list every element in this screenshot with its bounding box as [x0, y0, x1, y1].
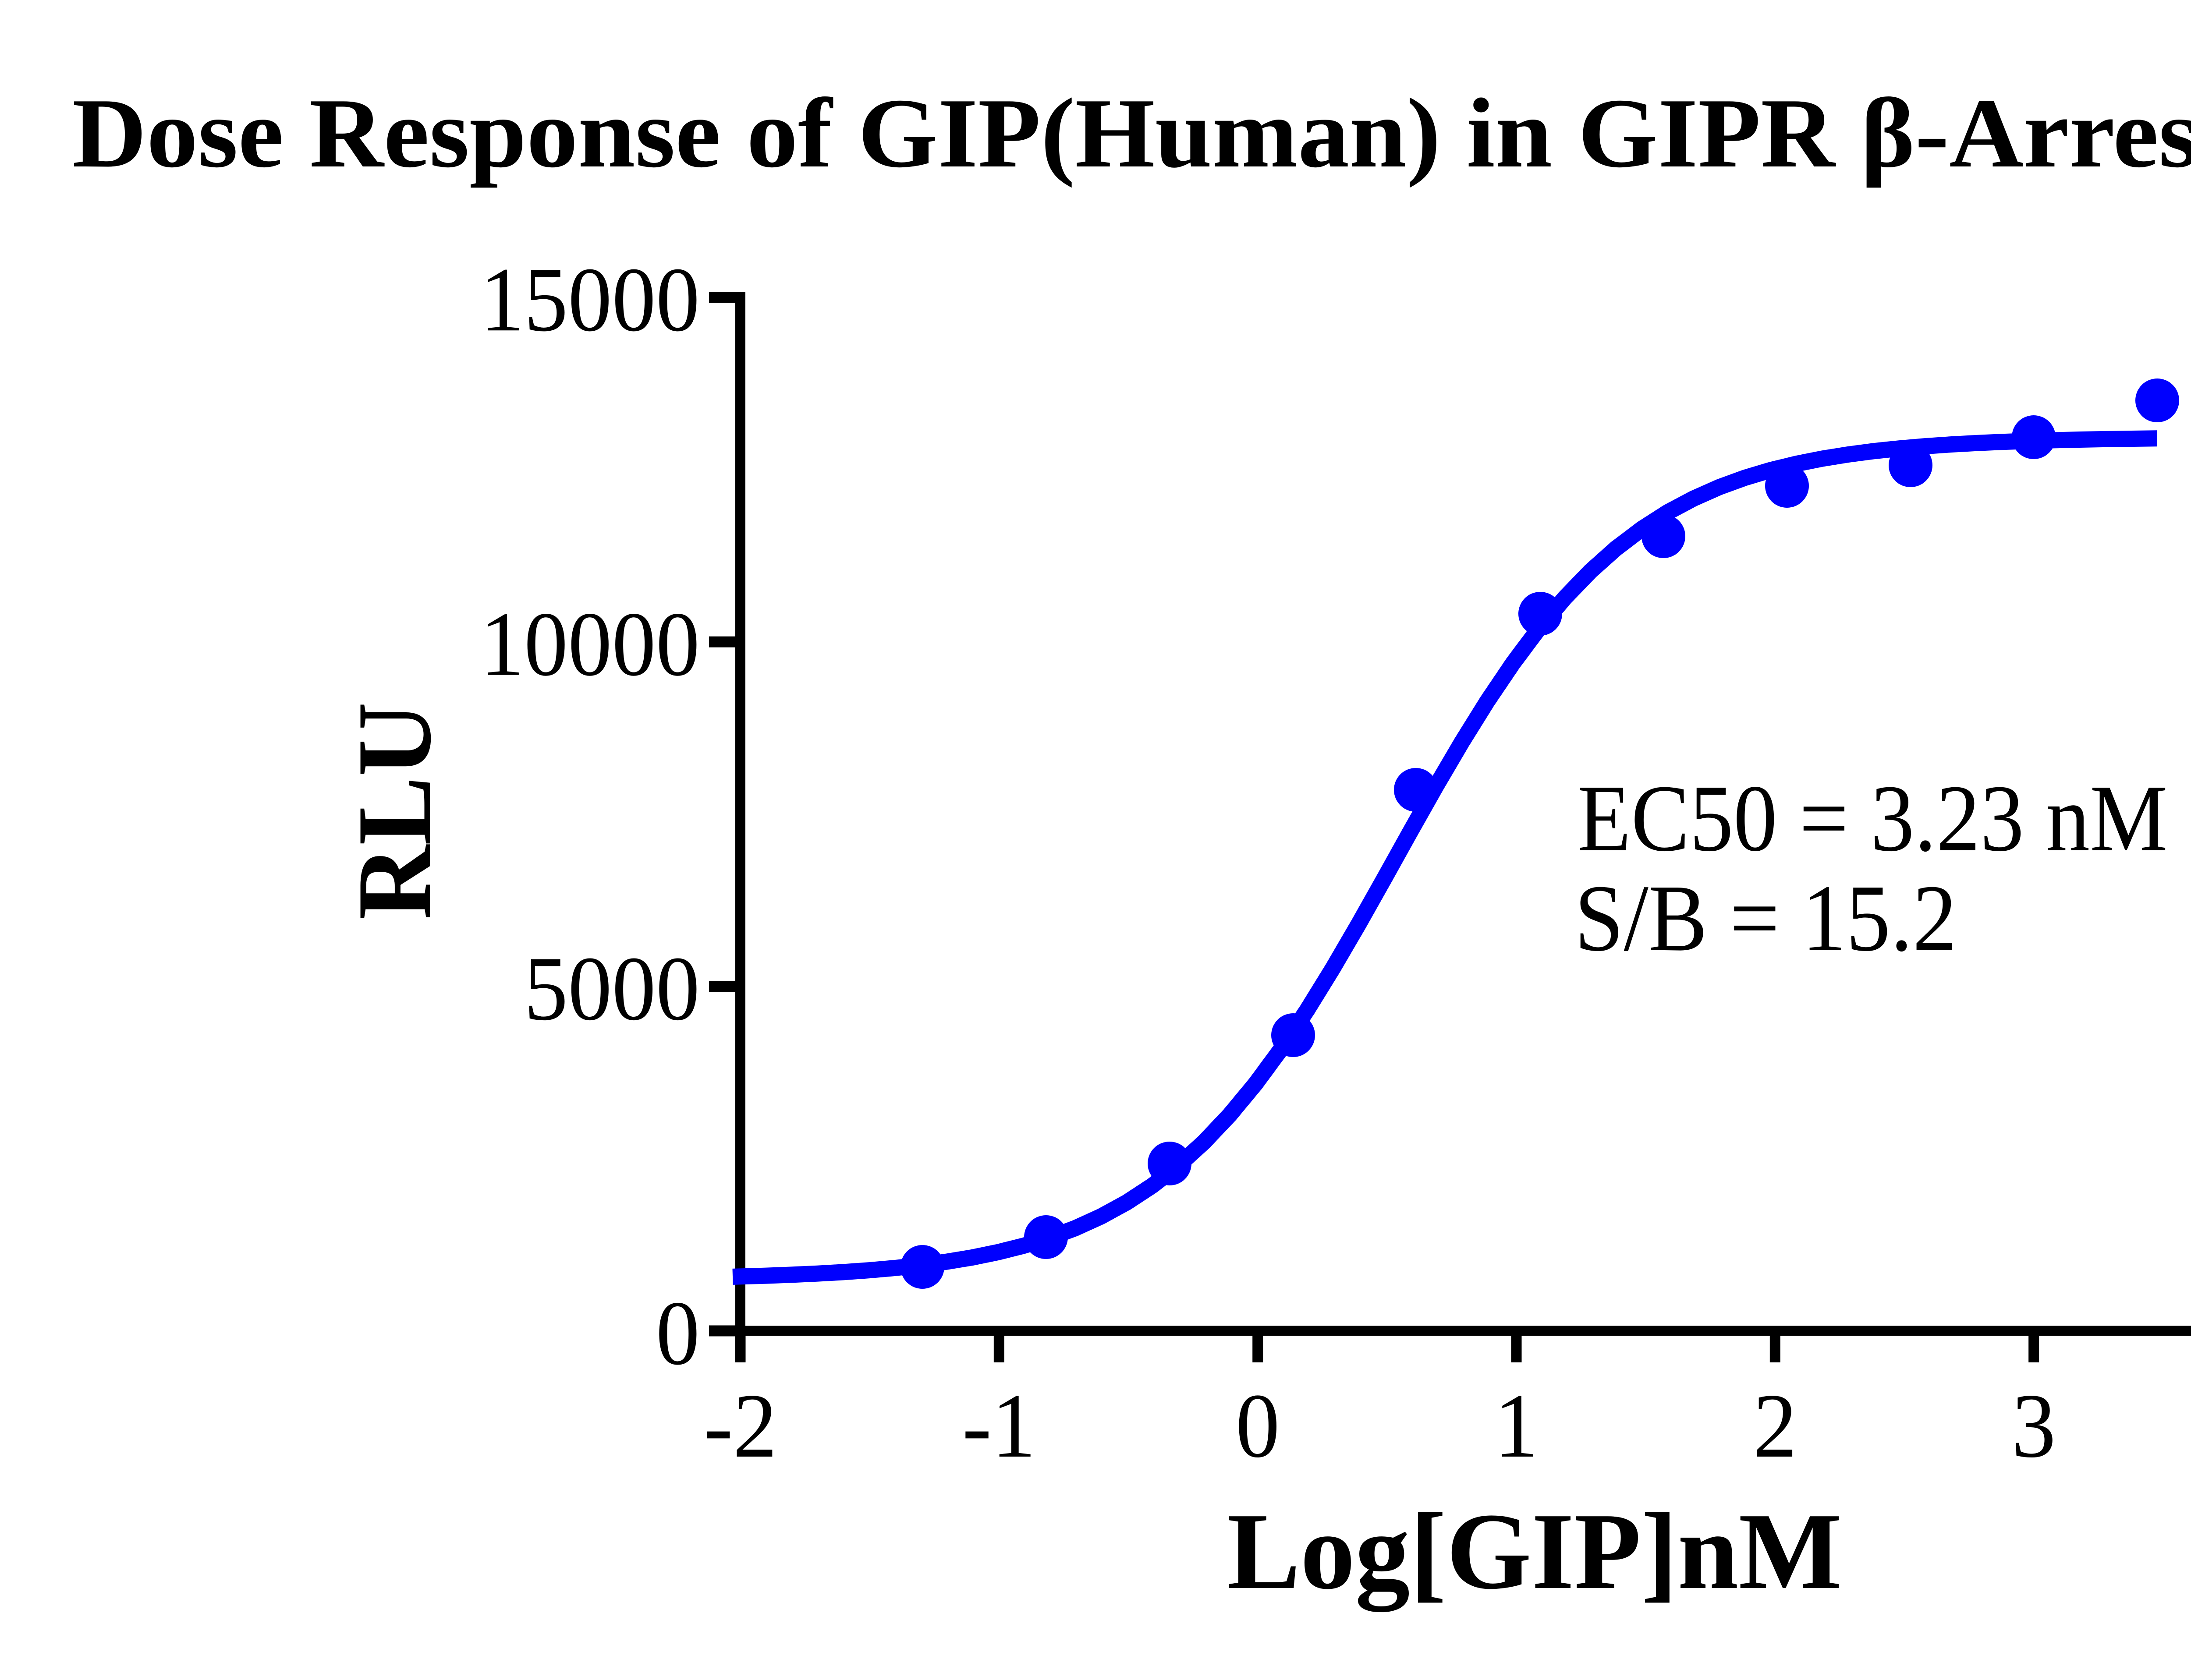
svg-text:0: 0: [1236, 1375, 1280, 1477]
svg-text:15000: 15000: [480, 249, 700, 350]
svg-text:0: 0: [656, 1282, 700, 1384]
svg-text:EC50 = 3.23 nM: EC50 = 3.23 nM: [1578, 766, 2168, 871]
svg-text:-1: -1: [962, 1375, 1036, 1477]
svg-text:RLU: RLU: [335, 702, 453, 920]
svg-text:10000: 10000: [480, 594, 700, 695]
svg-text:1: 1: [1494, 1375, 1539, 1477]
svg-text:5000: 5000: [524, 938, 700, 1040]
svg-text:-2: -2: [704, 1375, 777, 1477]
svg-text:Dose Response of GIP(Human) in: Dose Response of GIP(Human) in GIPR β-Ar…: [72, 78, 2191, 188]
svg-text:Log[GIP]nM: Log[GIP]nM: [1227, 1491, 1842, 1612]
svg-text:3: 3: [2012, 1375, 2056, 1477]
svg-text:S/B = 15.2: S/B = 15.2: [1574, 866, 1957, 971]
svg-text:2: 2: [1753, 1375, 1797, 1477]
